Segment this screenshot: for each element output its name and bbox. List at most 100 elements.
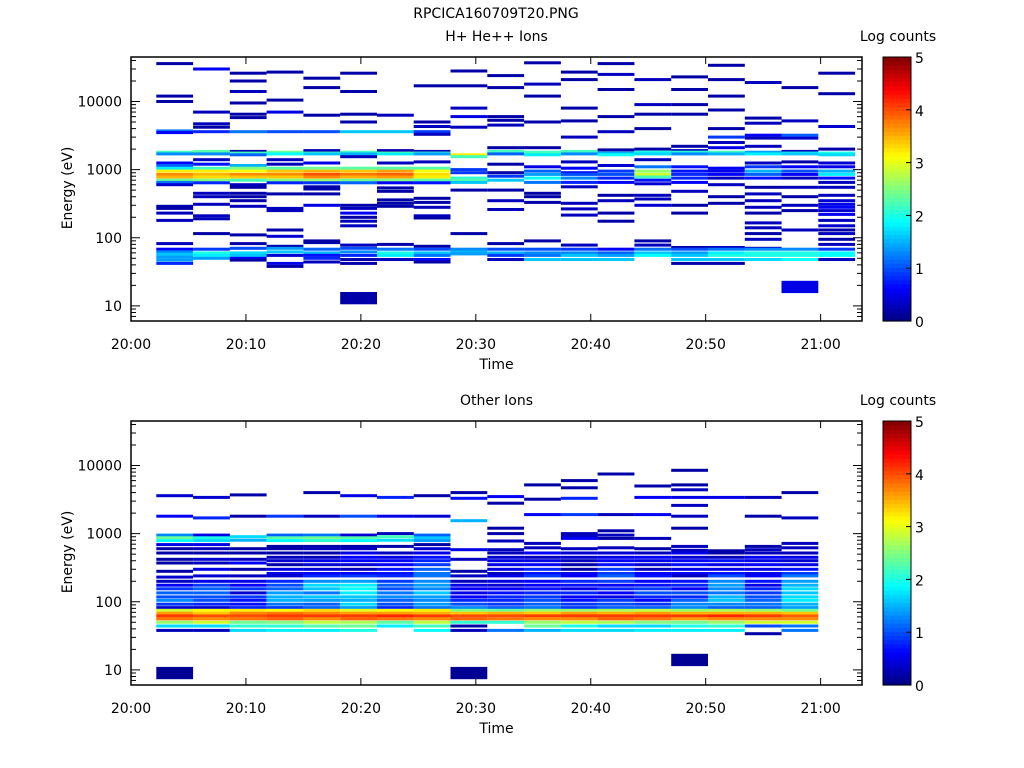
heatmap-cell (708, 579, 745, 583)
x-tick-label: 20:30 (456, 701, 496, 717)
heatmap-cell (229, 493, 267, 497)
colorbar-segment (883, 255, 911, 260)
y-tick-label: 10000 (77, 459, 122, 475)
colorbar-segment (883, 168, 911, 174)
heatmap-cell (487, 118, 525, 122)
colorbar-segment (883, 557, 911, 562)
heatmap-cell (266, 110, 304, 114)
heatmap-cell (377, 242, 414, 246)
heatmap-cell (634, 611, 672, 615)
heatmap-cell (450, 247, 488, 251)
heatmap-cell (597, 617, 635, 621)
heatmap-cell (634, 103, 672, 107)
heatmap-cell (450, 569, 488, 573)
heatmap-cell (597, 628, 635, 632)
heatmap-cell (671, 653, 708, 667)
heatmap-cell (413, 595, 451, 599)
heatmap-cell (524, 591, 561, 595)
heatmap-cell (781, 185, 819, 189)
heatmap-cell (781, 546, 819, 550)
heatmap-cell (524, 200, 561, 204)
heatmap-cell (818, 242, 856, 246)
heatmap-cell (487, 74, 525, 78)
heatmap-cell (818, 251, 856, 255)
colorbar-segment (883, 123, 911, 128)
heatmap-cell (193, 536, 230, 540)
colorbar-label: Log counts (859, 29, 937, 45)
heatmap-cell (377, 175, 414, 179)
heatmap-cell (781, 614, 819, 618)
heatmap-cell (340, 150, 377, 154)
heatmap-cell (266, 614, 304, 618)
heatmap-cell (229, 175, 267, 179)
heatmap-cell (634, 614, 672, 618)
y-tick-label: 10000 (77, 95, 122, 111)
heatmap-cell (156, 561, 194, 565)
heatmap-cell (266, 628, 304, 632)
heatmap-cell (781, 209, 819, 213)
heatmap-cell (560, 135, 598, 139)
heatmap-cell (487, 149, 525, 153)
heatmap-cell (413, 152, 451, 156)
heatmap-cell (266, 587, 304, 591)
x-tick-label: 21:00 (800, 337, 840, 353)
heatmap-cell (634, 203, 672, 207)
heatmap-cell (524, 555, 561, 559)
heatmap-cell (487, 251, 525, 255)
heatmap-cell (744, 165, 782, 169)
heatmap-cell (781, 624, 819, 628)
colorbar-tick-label: 2 (915, 209, 924, 225)
heatmap-cell (450, 574, 488, 578)
heatmap-cell (229, 587, 267, 591)
heatmap-cell (487, 258, 525, 261)
heatmap-cell (560, 559, 598, 563)
heatmap-cell (634, 574, 672, 578)
heatmap-cell (229, 101, 267, 105)
heatmap-cell (303, 178, 341, 182)
colorbar-segment (883, 106, 911, 112)
heatmap-cell (377, 198, 414, 202)
heatmap-cell (193, 583, 230, 587)
heatmap-cell (156, 514, 194, 518)
heatmap-cell (340, 261, 377, 265)
heatmap-cell (781, 516, 819, 520)
heatmap-cell (377, 204, 414, 208)
heatmap-cell (744, 514, 782, 518)
heatmap-cell (413, 608, 451, 612)
heatmap-cell (377, 172, 414, 176)
heatmap-cell (487, 199, 525, 203)
heatmap-cell (818, 165, 856, 169)
heatmap-cell (597, 559, 635, 563)
heatmap-cell (229, 620, 267, 624)
heatmap-cell (413, 574, 451, 578)
heatmap-cell (671, 88, 708, 91)
heatmap-cell (156, 258, 194, 262)
heatmap-cell (818, 224, 856, 228)
heatmap-cell (744, 548, 782, 552)
x-tick-label: 20:10 (226, 701, 266, 717)
heatmap-cell (450, 628, 488, 632)
heatmap-cell (229, 151, 267, 155)
heatmap-cell (193, 166, 230, 170)
colorbar-segment (883, 65, 911, 70)
colorbar-segment (883, 540, 911, 546)
heatmap-cell (229, 164, 267, 167)
heatmap-cell (708, 559, 745, 563)
heatmap-cell (744, 176, 782, 180)
heatmap-cell (340, 606, 377, 610)
colorbar-segment (883, 193, 911, 198)
heatmap-cell (156, 598, 194, 602)
heatmap-cell (413, 181, 451, 185)
heatmap-cell (413, 166, 451, 170)
heatmap-cell (156, 551, 194, 555)
heatmap-cell (634, 197, 672, 201)
heatmap-cell (487, 548, 525, 552)
colorbar-segment (883, 458, 911, 463)
heatmap-cell (450, 491, 488, 495)
heatmap-cell (413, 539, 451, 543)
heatmap-cell (560, 628, 598, 632)
heatmap-cell (781, 628, 819, 632)
heatmap-cell (781, 253, 819, 257)
heatmap-cell (413, 620, 451, 624)
heatmap-cell (413, 130, 451, 134)
